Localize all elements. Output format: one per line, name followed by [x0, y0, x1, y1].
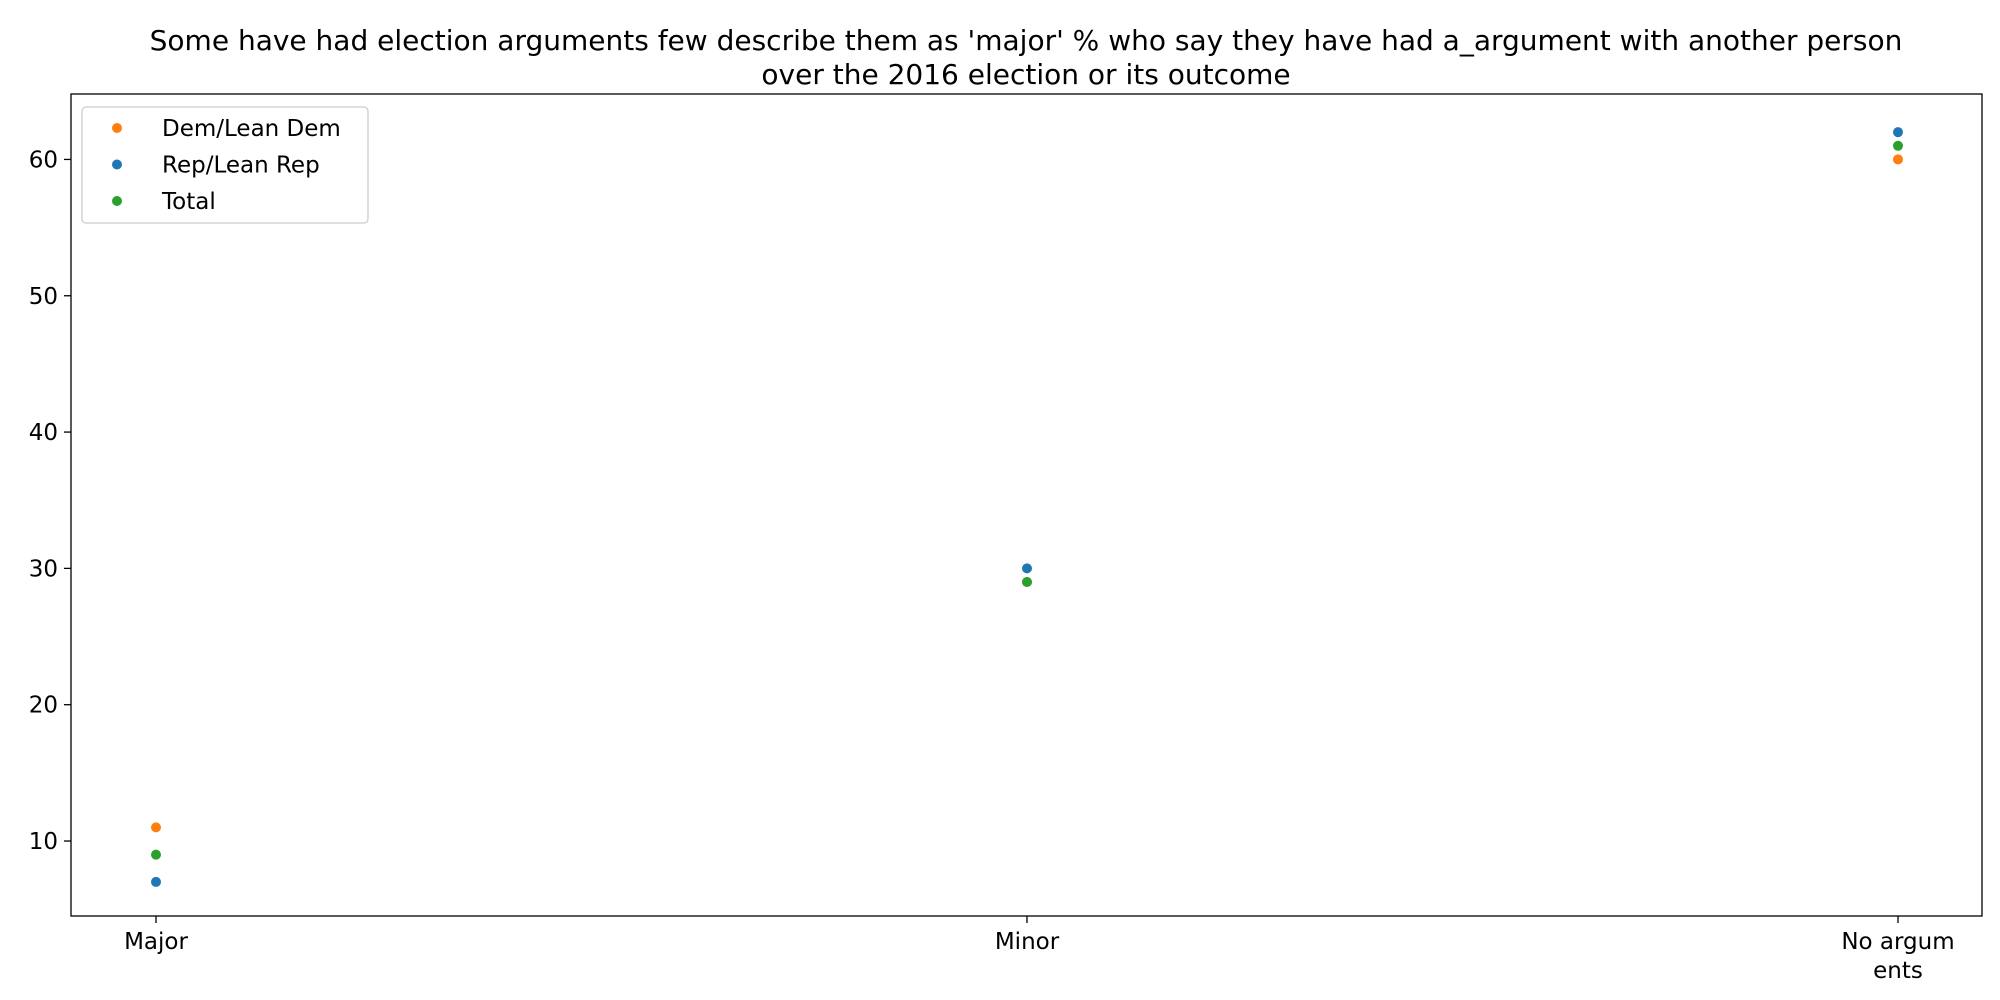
data-point — [1022, 563, 1032, 574]
chart-title-line-2: over the 2016 election or its outcome — [761, 58, 1290, 91]
legend-marker — [112, 196, 122, 206]
data-point — [1893, 154, 1903, 165]
chart-title: Some have had election arguments few des… — [150, 24, 1903, 91]
y-axis: 10 20 30 40 50 60 — [29, 147, 71, 855]
data-points — [151, 127, 1903, 887]
y-tick-label: 40 — [29, 420, 58, 446]
data-point — [1893, 140, 1903, 151]
data-point — [1893, 127, 1903, 138]
legend-marker — [112, 159, 122, 170]
data-point — [1022, 577, 1032, 588]
legend-label: Total — [161, 189, 216, 215]
y-tick-label: 20 — [29, 693, 58, 719]
y-tick-label: 10 — [29, 829, 58, 855]
legend-marker — [112, 123, 122, 133]
y-tick-label: 60 — [29, 147, 58, 173]
legend-frame — [81, 106, 369, 224]
x-tick-label: Major — [124, 929, 188, 955]
legend-label: Dem/Lean Dem — [162, 116, 341, 142]
chart-title-line-1: Some have had election arguments few des… — [150, 24, 1903, 57]
x-axis: Major Minor No argum ents — [124, 916, 1955, 984]
x-tick-label: Minor — [995, 929, 1060, 955]
data-point — [151, 876, 161, 887]
y-tick-label: 50 — [29, 284, 58, 310]
x-tick-label: No argum ents — [1841, 929, 1954, 984]
data-point — [151, 849, 161, 860]
data-point — [151, 822, 161, 833]
legend: Dem/Lean Dem Rep/Lean Rep Total — [81, 106, 369, 224]
legend-label: Rep/Lean Rep — [162, 153, 320, 179]
y-tick-label: 30 — [29, 556, 58, 582]
